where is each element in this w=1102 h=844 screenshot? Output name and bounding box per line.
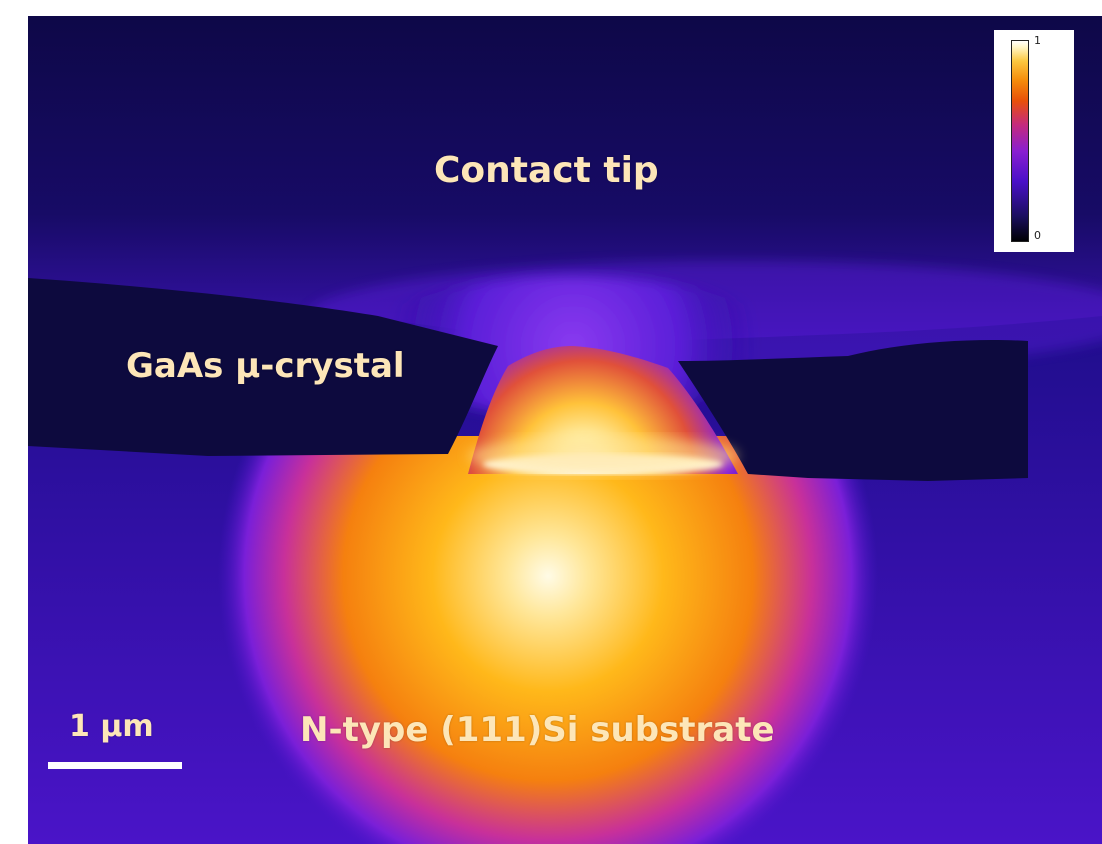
- contact-tip-label: Contact tip: [434, 150, 659, 191]
- substrate-label: N-type (111)Si substrate: [300, 710, 775, 750]
- colorbar-gradient: [1011, 40, 1029, 242]
- scale-bar-label: 1 μm: [69, 709, 154, 744]
- colorbar: 1 0: [994, 30, 1074, 252]
- crystal-label: GaAs μ-crystal: [126, 346, 405, 386]
- image-canvas: [28, 16, 1102, 844]
- colorbar-max-label: 1: [1034, 34, 1041, 47]
- substrate-glow: [28, 436, 1102, 844]
- crystal-gap-left: [28, 278, 498, 456]
- luminescence-image: [28, 16, 1102, 844]
- scale-bar: [48, 762, 182, 769]
- colorbar-min-label: 0: [1034, 229, 1041, 242]
- crystal-gap-right: [678, 339, 1028, 481]
